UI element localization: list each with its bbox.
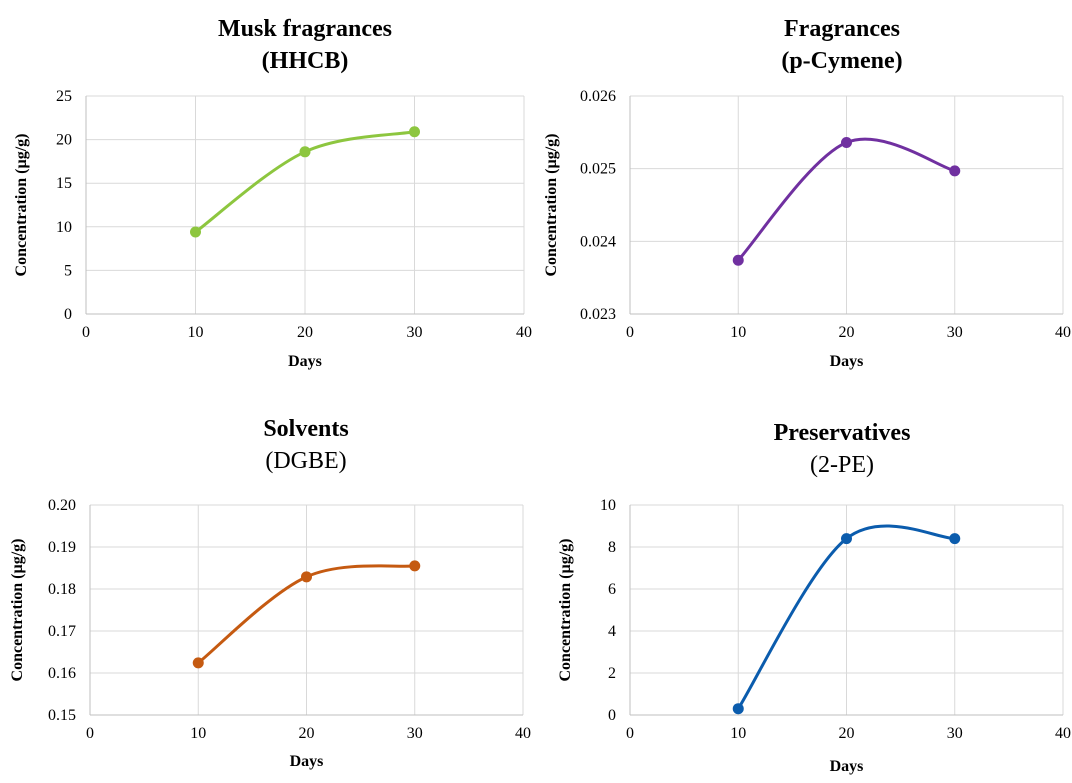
y-tick-label: 25 (56, 88, 72, 105)
x-tick-label: 0 (86, 725, 94, 742)
data-point (841, 533, 852, 545)
data-point (190, 226, 201, 238)
x-axis-label: Days (290, 753, 324, 770)
data-point (409, 126, 420, 138)
x-tick-label: 10 (190, 725, 206, 742)
chart-subtitle: (2-PE) (810, 452, 874, 478)
chart-subtitle: (DGBE) (265, 448, 346, 474)
x-tick-label: 40 (1055, 725, 1071, 742)
y-tick-label: 15 (56, 175, 72, 192)
x-tick-label: 40 (516, 324, 532, 341)
x-tick-label: 0 (626, 725, 634, 742)
y-tick-label: 10 (56, 219, 72, 236)
x-tick-label: 30 (947, 725, 963, 742)
y-tick-label: 0.16 (48, 665, 76, 682)
chart-title: Preservatives (774, 420, 911, 446)
x-tick-label: 20 (839, 324, 855, 341)
data-point (301, 571, 312, 583)
x-tick-label: 10 (188, 324, 204, 341)
data-point (732, 703, 744, 715)
x-tick-label: 0 (626, 324, 634, 341)
chart-panel-4: Preservatives (2-PE) 0 10 20 30 40 0 2 4 6 8 10 Days C… (557, 420, 1071, 775)
y-tick-label: 6 (608, 581, 616, 598)
x-axis-label: Days (830, 758, 864, 775)
chart-title: Solvents (263, 416, 348, 442)
y-tick-label: 8 (608, 539, 616, 556)
y-tick-label: 0.20 (48, 497, 76, 514)
data-point (841, 137, 852, 149)
y-tick-label: 0.023 (580, 306, 616, 323)
data-point (299, 146, 311, 158)
y-tick-label: 0 (64, 306, 72, 323)
chart-title: Musk fragrances (218, 16, 392, 42)
y-tick-label: 0.024 (580, 233, 616, 250)
y-tick-label: 0.025 (580, 161, 616, 178)
chart-panel-2: Fragrances (p-Cymene) 0 10 20 30 40 0.023 0.024 0… (543, 16, 1071, 370)
y-tick-label: 10 (600, 497, 616, 514)
data-point (732, 254, 744, 266)
chart-panel-1: Musk fragrances (HHCB) 0 10 20 30 40 0 5 10 15 20 25… (13, 16, 532, 370)
x-tick-label: 30 (947, 324, 963, 341)
y-axis-label: Concentration (µg/g) (557, 539, 574, 682)
chart-subtitle: (p-Cymene) (781, 48, 902, 74)
x-tick-label: 20 (297, 324, 313, 341)
y-tick-label: 0.17 (48, 623, 76, 640)
y-tick-label: 20 (56, 132, 72, 149)
chart-title: Fragrances (784, 16, 900, 42)
y-axis-label: Concentration (µg/g) (543, 134, 560, 277)
x-axis-label: Days (288, 353, 322, 370)
x-tick-label: 40 (1055, 324, 1071, 341)
y-tick-label: 5 (64, 262, 72, 279)
x-tick-label: 40 (515, 725, 531, 742)
y-axis-label: Concentration (µg/g) (9, 539, 26, 682)
x-tick-label: 10 (730, 324, 746, 341)
data-point (949, 165, 961, 177)
x-tick-label: 30 (407, 725, 423, 742)
chart-panel-3: Solvents (DGBE) 0 10 20 30 40 0.15 0.16 0.17 0.18 0… (9, 416, 531, 770)
data-point (192, 657, 204, 669)
x-axis-label: Days (830, 353, 864, 370)
y-tick-label: 4 (608, 623, 616, 640)
x-tick-label: 20 (299, 725, 315, 742)
y-tick-label: 0 (608, 707, 616, 724)
x-tick-label: 30 (407, 324, 423, 341)
y-tick-label: 0.15 (48, 707, 76, 724)
data-point (409, 560, 421, 572)
x-tick-label: 10 (730, 725, 746, 742)
data-point (949, 533, 961, 545)
y-tick-label: 0.026 (580, 88, 616, 105)
y-tick-label: 0.19 (48, 539, 76, 556)
y-axis-label: Concentration (µg/g) (13, 134, 30, 277)
y-tick-label: 0.18 (48, 581, 76, 598)
x-tick-label: 20 (839, 725, 855, 742)
chart-subtitle: (HHCB) (262, 48, 349, 74)
y-tick-label: 2 (608, 665, 616, 682)
x-tick-label: 0 (82, 324, 90, 341)
